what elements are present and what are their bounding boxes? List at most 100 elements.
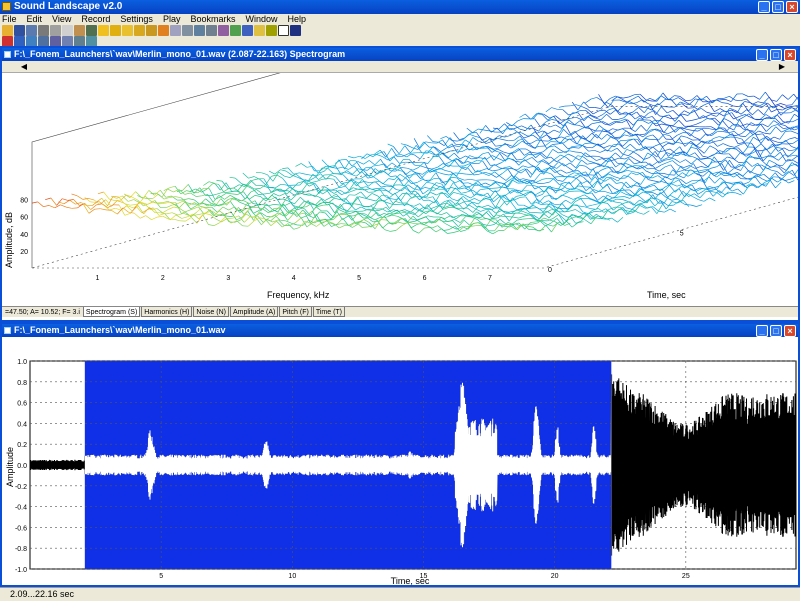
surface-segment [775,152,781,157]
spectrogram-close-button[interactable]: × [784,49,796,61]
export-icon[interactable] [254,25,265,36]
surface-segment [617,148,623,154]
spectrogram-minimize-button[interactable]: _ [756,49,768,61]
surface-segment [744,137,750,142]
surface-segment [455,219,461,222]
print-icon[interactable] [38,25,49,36]
pen-icon[interactable] [206,25,217,36]
surface-segment [760,92,766,99]
scroll-left-icon[interactable]: ◀ [18,61,30,73]
menu-settings[interactable]: Settings [120,14,153,25]
zoom-all-icon[interactable] [146,25,157,36]
copy-icon[interactable] [62,25,73,36]
surface-segment [600,219,606,220]
surface-segment [283,190,289,191]
surface-segment [544,182,550,183]
surface-segment [682,114,688,116]
surface-segment [783,128,789,129]
paste-icon[interactable] [74,25,85,36]
surface-segment [501,129,507,132]
menu-file[interactable]: File [2,14,17,25]
analysis-icon[interactable] [230,25,241,36]
surface-segment [722,103,728,104]
surface-segment [189,199,195,200]
zoom-select-icon[interactable] [134,25,145,36]
surface-segment [567,172,573,174]
surface-segment [227,216,233,217]
x-tick-label: 3 [226,275,230,282]
tab-spectrogram[interactable]: Spectrogram (S) [83,307,140,317]
surface-segment [761,136,767,143]
tab-noise[interactable]: Noise (N) [193,307,229,317]
surface-segment [681,114,687,121]
tile-icon[interactable] [290,25,301,36]
surface-segment [597,166,603,167]
zoom-fit-icon[interactable] [122,25,133,36]
surface-segment [615,202,621,203]
menu-bookmarks[interactable]: Bookmarks [190,14,235,25]
surface-segment [464,179,470,180]
surface-segment [658,116,664,122]
spectrogram-maximize-button[interactable]: □ [770,49,782,61]
tab-harmonics[interactable]: Harmonics (H) [141,307,192,317]
surface-segment [703,103,709,106]
surface-segment [757,185,763,188]
spectrum-icon[interactable] [242,25,253,36]
cut-icon[interactable] [50,25,61,36]
zoom-out-icon[interactable] [110,25,121,36]
menu-view[interactable]: View [52,14,71,25]
zoom-in-icon[interactable] [98,25,109,36]
grid-icon[interactable] [170,25,181,36]
tab-pitch[interactable]: Pitch (F) [279,307,311,317]
spectrogram-3d-plot[interactable]: 80604020123456705101520 Amplitude, dB Fr… [2,73,798,306]
surface-segment [98,192,104,194]
open-icon[interactable] [2,25,13,36]
tab-time[interactable]: Time (T) [313,307,345,317]
surface-segment [325,198,331,201]
surface-segment [89,209,95,213]
surface-segment [389,179,395,180]
waveform-maximize-button[interactable]: □ [770,325,782,337]
surface-segment [537,131,543,133]
surface-segment [602,101,608,108]
waveform-close-button[interactable]: × [784,325,796,337]
status-bar: 2.09...22.16 sec [0,587,800,600]
surface-segment [351,174,357,176]
surface-segment [208,225,214,226]
surface-segment [686,120,692,121]
spectrogram-scrollbar[interactable]: ◀ ▶ [2,61,798,73]
minimize-button[interactable]: _ [758,1,770,13]
scroll-right-icon[interactable]: ▶ [776,61,788,73]
surface-segment [454,133,460,140]
marker-icon[interactable] [194,25,205,36]
surface-segment [717,111,723,116]
surface-segment [136,192,142,198]
window-icon[interactable] [278,25,289,36]
waveform-minimize-button[interactable]: _ [756,325,768,337]
save-as-icon[interactable] [26,25,37,36]
menu-edit[interactable]: Edit [27,14,43,25]
surface-segment [635,125,641,131]
menu-window[interactable]: Window [245,14,277,25]
menu-help[interactable]: Help [287,14,306,25]
menu-record[interactable]: Record [81,14,110,25]
play-icon[interactable] [266,25,277,36]
refresh-icon[interactable] [158,25,169,36]
surface-segment [301,163,307,167]
surface-segment [579,125,585,127]
surface-segment [382,209,388,212]
surface-segment [351,189,357,191]
close-button[interactable]: × [786,1,798,13]
save-icon[interactable] [14,25,25,36]
surface-segment [140,216,146,219]
surface-segment [707,162,713,168]
z-tick-label: 60 [20,215,28,222]
cursor-icon[interactable] [182,25,193,36]
tab-amplitude[interactable]: Amplitude (A) [230,307,278,317]
surface-segment [763,155,769,161]
undo-icon[interactable] [86,25,97,36]
filter-icon[interactable] [218,25,229,36]
maximize-button[interactable]: □ [772,1,784,13]
menu-play[interactable]: Play [163,14,181,25]
